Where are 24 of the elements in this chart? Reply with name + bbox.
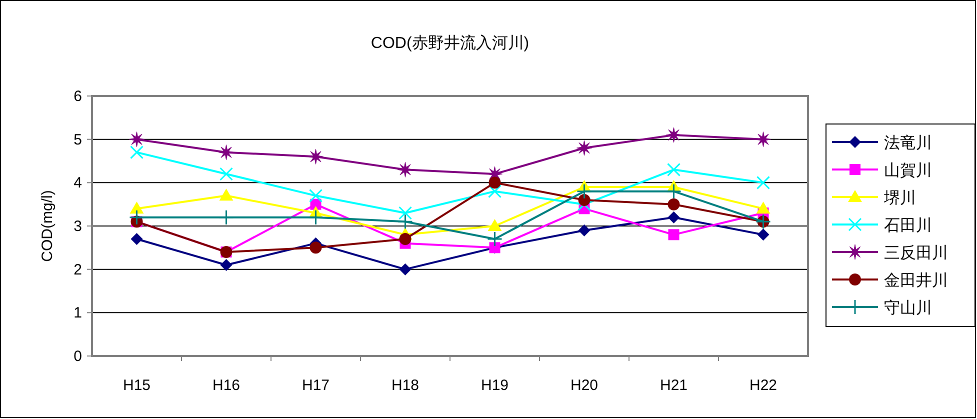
y-tick-label: 5 xyxy=(74,131,82,148)
x-tick-label: H15 xyxy=(122,377,151,394)
y-tick-label: 0 xyxy=(74,348,82,365)
y-axis-title: COD(mg/l) xyxy=(39,190,56,262)
y-tick-label: 3 xyxy=(74,218,82,235)
y-tick-label: 1 xyxy=(74,304,82,322)
legend-label: 石田川 xyxy=(884,216,932,234)
x-tick-label: H22 xyxy=(749,377,778,394)
y-tick-label: 2 xyxy=(74,261,82,278)
x-tick-label: H20 xyxy=(570,377,598,394)
x-tick-label: H19 xyxy=(480,377,509,394)
legend-label: 守山川 xyxy=(884,299,932,317)
x-tick-label: H16 xyxy=(212,377,240,394)
legend-label: 山賀川 xyxy=(884,162,932,180)
legend-label: 堺川 xyxy=(883,189,916,207)
legend-label: 三反田川 xyxy=(884,244,948,262)
y-tick-label: 6 xyxy=(74,88,82,105)
x-tick-label: H17 xyxy=(302,377,330,394)
x-tick-label: H18 xyxy=(391,377,420,394)
y-tick-label: 4 xyxy=(74,174,82,192)
legend-label: 法竜川 xyxy=(884,134,932,152)
chart-title: COD(赤野井流入河川) xyxy=(370,34,530,52)
legend-label: 金田井川 xyxy=(884,272,948,290)
x-tick-label: H21 xyxy=(660,377,688,394)
